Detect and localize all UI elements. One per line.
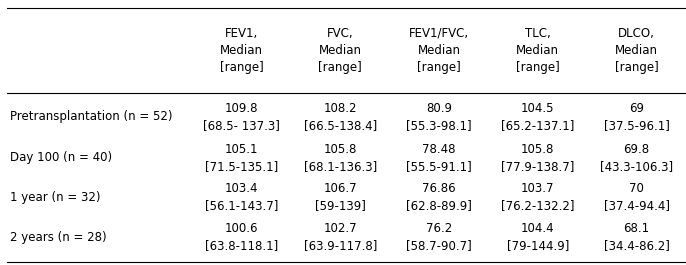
Text: 103.7
[76.2-132.2]: 103.7 [76.2-132.2] [501, 182, 575, 213]
Text: 69
[37.5-96.1]: 69 [37.5-96.1] [604, 101, 670, 132]
Text: 80.9
[55.3-98.1]: 80.9 [55.3-98.1] [406, 101, 472, 132]
Text: DLCO,
Median
[range]: DLCO, Median [range] [615, 27, 659, 74]
Text: 100.6
[63.8-118.1]: 100.6 [63.8-118.1] [205, 222, 278, 252]
Text: 105.8
[68.1-136.3]: 105.8 [68.1-136.3] [304, 143, 377, 173]
Text: 2 years (n = 28): 2 years (n = 28) [10, 231, 107, 244]
Text: 104.4
[79-144.9]: 104.4 [79-144.9] [507, 222, 569, 252]
Text: 76.2
[58.7-90.7]: 76.2 [58.7-90.7] [406, 222, 472, 252]
Text: 70
[37.4-94.4]: 70 [37.4-94.4] [604, 182, 670, 213]
Text: 106.7
[59-139]: 106.7 [59-139] [315, 182, 366, 213]
Text: Day 100 (n = 40): Day 100 (n = 40) [10, 151, 113, 164]
Text: TLC,
Median
[range]: TLC, Median [range] [516, 27, 560, 74]
Text: 104.5
[65.2-137.1]: 104.5 [65.2-137.1] [501, 101, 574, 132]
Text: 68.1
[34.4-86.2]: 68.1 [34.4-86.2] [604, 222, 670, 252]
Text: 103.4
[56.1-143.7]: 103.4 [56.1-143.7] [205, 182, 278, 213]
Text: 108.2
[66.5-138.4]: 108.2 [66.5-138.4] [304, 101, 377, 132]
Text: 109.8
[68.5- 137.3]: 109.8 [68.5- 137.3] [203, 101, 280, 132]
Text: Pretransplantation (n = 52): Pretransplantation (n = 52) [10, 110, 173, 123]
Text: FVC,
Median
[range]: FVC, Median [range] [318, 27, 362, 74]
Text: FEV1,
Median
[range]: FEV1, Median [range] [220, 27, 263, 74]
Text: 69.8
[43.3-106.3]: 69.8 [43.3-106.3] [600, 143, 673, 173]
Text: 105.1
[71.5-135.1]: 105.1 [71.5-135.1] [205, 143, 278, 173]
Text: 76.86
[62.8-89.9]: 76.86 [62.8-89.9] [406, 182, 472, 213]
Text: FEV1/FVC,
Median
[range]: FEV1/FVC, Median [range] [409, 27, 469, 74]
Text: 78.48
[55.5-91.1]: 78.48 [55.5-91.1] [406, 143, 472, 173]
Text: 102.7
[63.9-117.8]: 102.7 [63.9-117.8] [304, 222, 377, 252]
Text: 105.8
[77.9-138.7]: 105.8 [77.9-138.7] [501, 143, 574, 173]
Text: 1 year (n = 32): 1 year (n = 32) [10, 191, 101, 204]
